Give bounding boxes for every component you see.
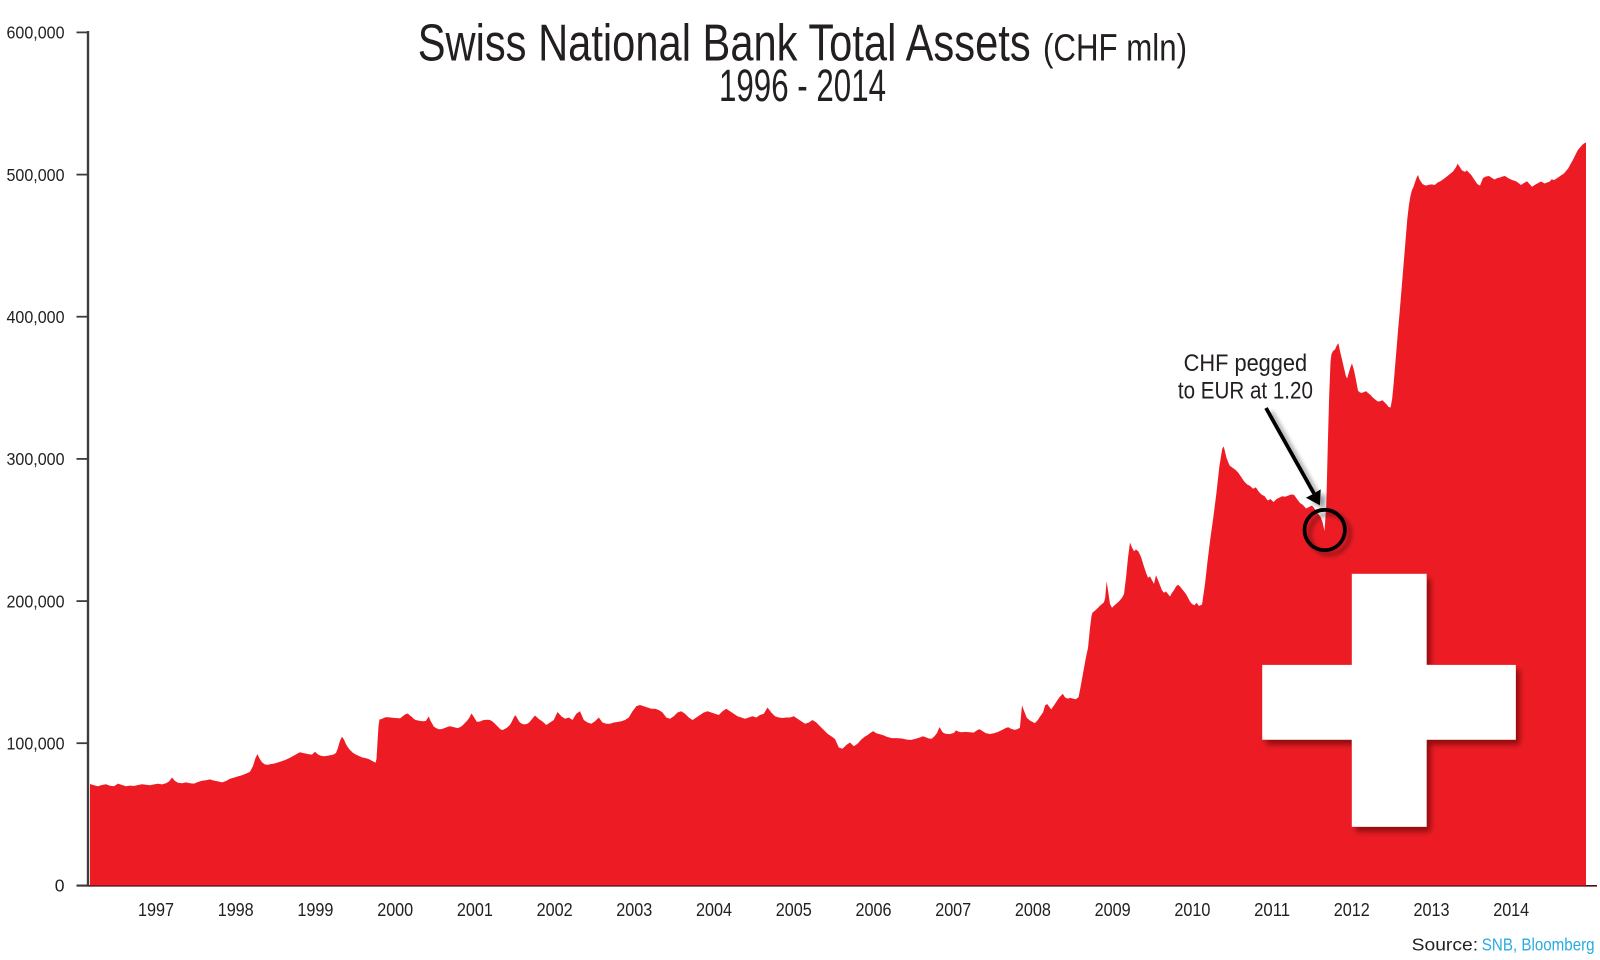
svg-text:to EUR at 1.20: to EUR at 1.20 (1178, 378, 1313, 405)
svg-text:200,000: 200,000 (7, 591, 65, 611)
svg-text:Source:: Source: (1412, 935, 1479, 955)
svg-text:300,000: 300,000 (7, 449, 65, 469)
svg-text:1997: 1997 (138, 900, 174, 920)
svg-text:0: 0 (55, 876, 65, 896)
svg-text:600,000: 600,000 (7, 23, 65, 43)
svg-text:2011: 2011 (1254, 900, 1290, 920)
svg-text:1996 - 2014: 1996 - 2014 (719, 60, 886, 111)
svg-text:2000: 2000 (377, 900, 413, 920)
svg-text:(CHF mln): (CHF mln) (1043, 28, 1187, 70)
svg-text:1998: 1998 (218, 900, 254, 920)
svg-text:SNB, Bloomberg: SNB, Bloomberg (1482, 935, 1595, 955)
svg-text:400,000: 400,000 (7, 307, 65, 327)
svg-text:500,000: 500,000 (7, 165, 65, 185)
svg-text:CHF pegged: CHF pegged (1184, 350, 1308, 377)
svg-text:2003: 2003 (616, 900, 652, 920)
svg-text:2001: 2001 (457, 900, 493, 920)
svg-text:2002: 2002 (537, 900, 573, 920)
svg-text:2004: 2004 (696, 900, 732, 920)
svg-text:2013: 2013 (1414, 900, 1450, 920)
svg-text:2005: 2005 (776, 900, 812, 920)
svg-text:2008: 2008 (1015, 900, 1051, 920)
svg-text:Swiss National Bank Total Asse: Swiss National Bank Total Assets (418, 15, 1031, 73)
svg-text:2006: 2006 (856, 900, 892, 920)
svg-text:2014: 2014 (1493, 900, 1529, 920)
svg-text:1999: 1999 (297, 900, 333, 920)
svg-text:2012: 2012 (1334, 900, 1370, 920)
svg-text:2010: 2010 (1174, 900, 1210, 920)
svg-text:2007: 2007 (935, 900, 971, 920)
svg-text:100,000: 100,000 (7, 733, 65, 753)
svg-text:2009: 2009 (1095, 900, 1131, 920)
